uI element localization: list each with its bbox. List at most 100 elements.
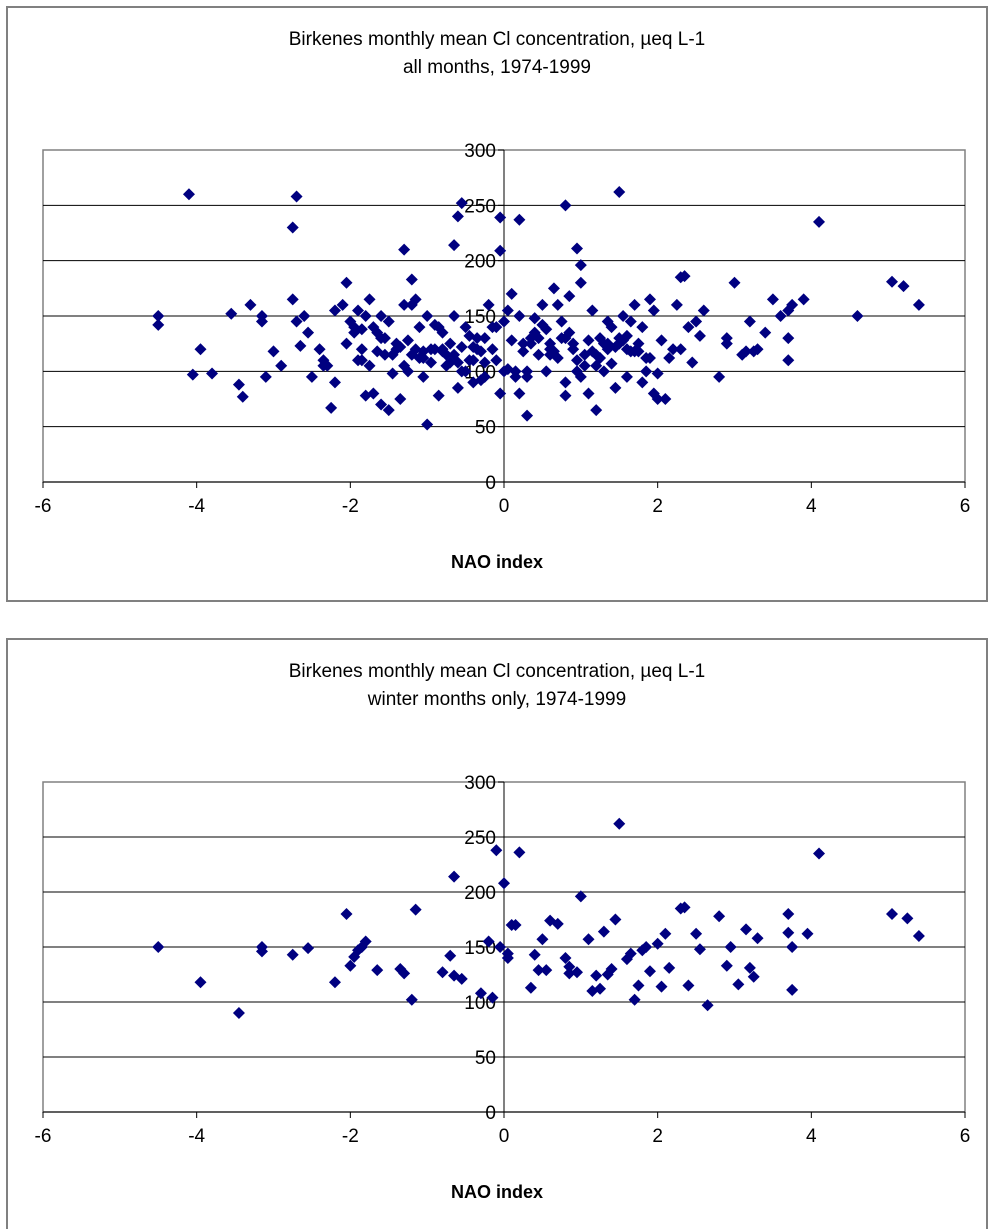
data-point	[448, 348, 461, 361]
y-tick-label: 250	[464, 196, 496, 217]
data-point	[405, 348, 418, 361]
data-point	[302, 942, 315, 955]
data-point	[524, 337, 537, 350]
data-point	[313, 343, 326, 356]
data-point	[206, 367, 219, 380]
data-point	[532, 964, 545, 977]
data-point	[194, 976, 207, 989]
data-point	[498, 877, 510, 890]
y-tick-label: 300	[464, 141, 496, 162]
data-point	[613, 817, 626, 830]
data-point	[474, 374, 487, 387]
data-point	[624, 315, 637, 328]
data-point	[601, 315, 614, 328]
data-point	[521, 365, 534, 378]
data-point	[578, 348, 591, 361]
data-point	[486, 991, 499, 1004]
data-point	[559, 952, 572, 964]
data-point	[375, 310, 388, 322]
data-point	[194, 343, 207, 356]
chart-title: Birkenes monthly mean Cl concentration, …	[8, 26, 986, 82]
x-tick-label: 4	[806, 496, 817, 517]
data-point	[455, 972, 468, 985]
data-point	[286, 293, 299, 306]
data-point	[294, 339, 307, 352]
data-point	[720, 337, 733, 350]
data-point	[586, 304, 599, 317]
y-tick-label: 200	[464, 883, 496, 904]
data-point	[267, 345, 280, 358]
x-tick-label: 6	[960, 1126, 971, 1147]
data-point	[713, 910, 726, 923]
data-point	[590, 969, 603, 982]
data-point	[444, 337, 457, 350]
data-point	[605, 357, 618, 370]
data-point	[570, 354, 583, 367]
data-point	[286, 948, 299, 961]
data-point	[513, 387, 526, 400]
data-point	[444, 949, 457, 962]
y-tick-label: 50	[475, 1048, 496, 1069]
x-tick-label: -2	[342, 496, 359, 517]
data-point	[620, 329, 633, 342]
data-point	[594, 982, 607, 995]
data-point	[409, 903, 422, 916]
data-point	[436, 966, 449, 979]
data-point	[328, 976, 341, 989]
data-point	[551, 917, 564, 930]
data-point	[517, 337, 530, 350]
data-point	[275, 359, 288, 372]
data-point	[632, 979, 645, 992]
data-point	[682, 979, 695, 992]
data-point	[451, 210, 464, 223]
data-point	[428, 343, 441, 356]
data-point	[501, 304, 514, 317]
data-point	[182, 188, 195, 201]
data-point	[544, 348, 557, 361]
data-point	[398, 298, 411, 311]
data-point	[582, 387, 595, 400]
x-tick-label: 4	[806, 1126, 817, 1147]
data-point	[609, 381, 622, 394]
data-point	[782, 354, 795, 367]
data-point	[474, 987, 487, 1000]
data-point	[232, 1007, 245, 1019]
data-point	[801, 927, 814, 940]
data-point	[559, 332, 572, 345]
data-point	[336, 298, 349, 311]
data-point	[720, 959, 733, 972]
chart-panel-winter-months: Birkenes monthly mean Cl concentration, …	[6, 638, 988, 1229]
y-tick-label: 50	[475, 418, 496, 439]
data-point	[236, 390, 249, 403]
y-tick-label: 200	[464, 252, 496, 273]
data-point	[786, 941, 799, 953]
y-tick-label: 150	[464, 307, 496, 328]
data-point	[517, 345, 530, 358]
x-tick-label: -6	[35, 496, 52, 517]
data-point	[494, 941, 507, 953]
chart-panel-all-months: Birkenes monthly mean Cl concentration, …	[6, 6, 988, 602]
data-point	[536, 298, 549, 311]
x-tick-label: -4	[188, 1126, 205, 1147]
data-point	[528, 312, 541, 325]
data-point	[417, 370, 430, 383]
data-point	[382, 315, 395, 328]
chart-subtitle: winter months only, 1974-1999	[367, 689, 627, 710]
data-point	[609, 913, 622, 926]
data-point	[740, 345, 753, 358]
y-tick-label: 250	[464, 828, 496, 849]
data-point	[328, 304, 341, 317]
data-point	[398, 967, 411, 980]
data-point	[340, 908, 353, 920]
x-axis-label: NAO index	[450, 552, 543, 572]
data-point	[524, 981, 537, 994]
data-point	[747, 345, 760, 358]
data-point	[570, 242, 583, 255]
data-point	[398, 243, 411, 256]
data-point	[647, 304, 660, 317]
data-point	[655, 980, 668, 993]
data-point	[624, 947, 637, 960]
data-point	[355, 323, 368, 336]
data-point	[378, 348, 391, 361]
